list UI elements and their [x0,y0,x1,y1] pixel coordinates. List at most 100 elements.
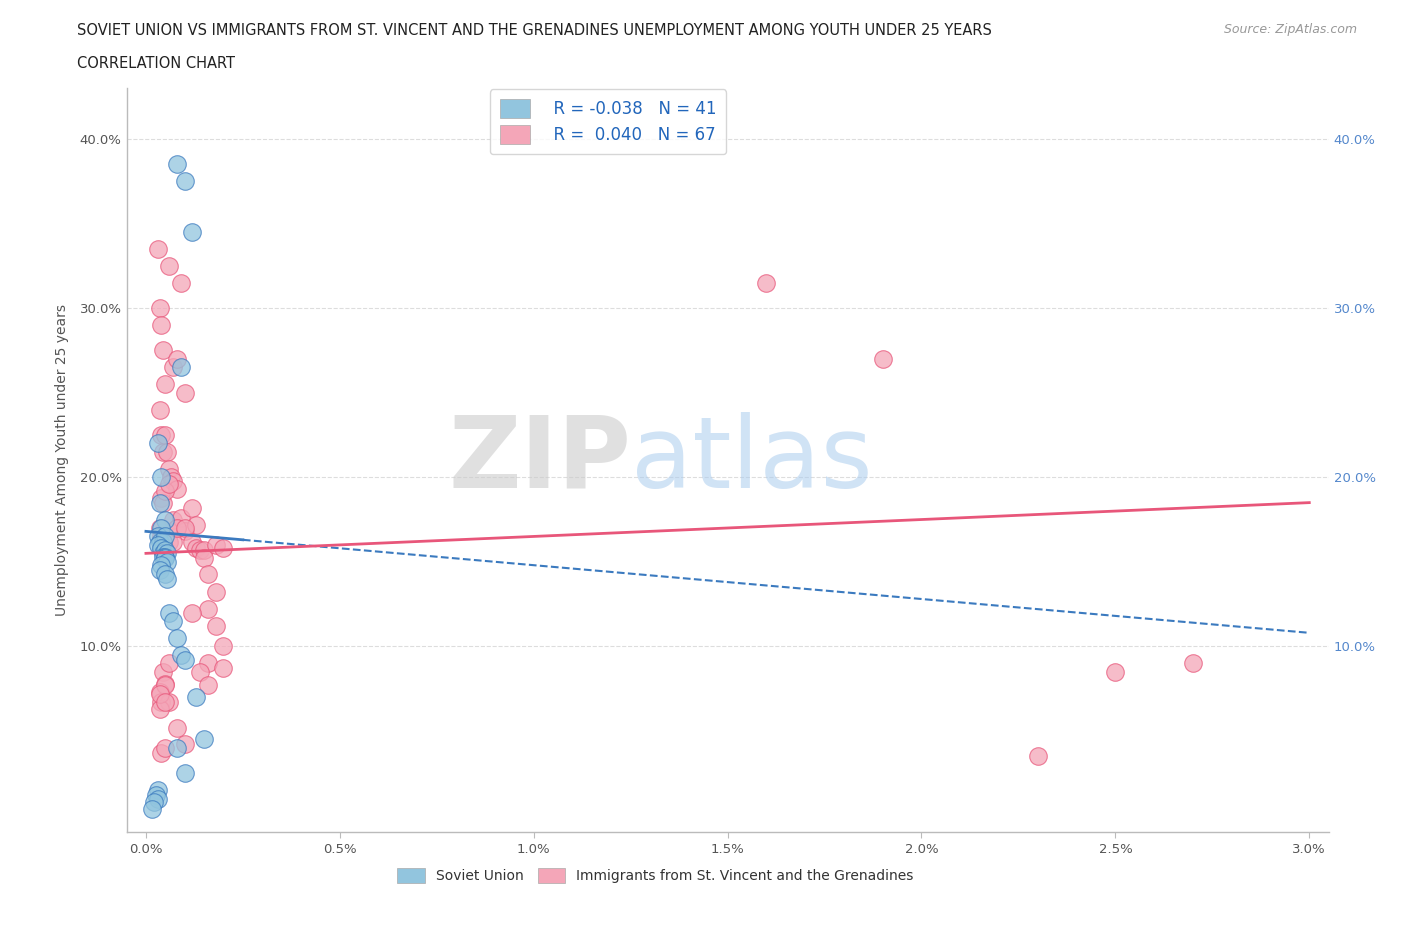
Point [148,563,170,578]
Point [152,546,174,561]
Point [155,541,177,556]
Point [150,428,173,443]
Point [166,720,188,735]
Point [173,385,195,400]
Point [170,360,193,375]
Text: CORRELATION CHART: CORRELATION CHART [77,56,235,71]
Point [166,521,188,536]
Point [146,791,169,806]
Point [155,566,177,581]
Point [148,534,170,549]
Point [155,676,177,691]
Point [1104,664,1126,679]
Point [173,174,195,189]
Point [157,461,180,476]
Text: Source: ZipAtlas.com: Source: ZipAtlas.com [1223,23,1357,36]
Point [204,538,226,552]
Point [150,521,173,536]
Point [166,352,188,366]
Point [156,546,179,561]
Point [173,737,195,751]
Point [155,484,177,498]
Point [152,445,174,459]
Point [188,664,211,679]
Point [146,436,169,451]
Point [152,495,174,510]
Point [150,695,173,710]
Y-axis label: Unemployment Among Youth under 25 years: Unemployment Among Youth under 25 years [55,304,69,617]
Point [150,529,173,544]
Point [186,541,208,556]
Point [155,550,177,565]
Point [166,631,188,645]
Point [197,656,219,671]
Point [155,377,177,392]
Point [1026,749,1049,764]
Point [212,661,235,676]
Point [173,521,195,536]
Point [173,653,195,668]
Point [150,541,173,556]
Point [152,343,174,358]
Point [193,551,215,565]
Point [162,360,184,375]
Point [181,500,204,515]
Point [162,473,184,488]
Point [150,470,173,485]
Point [155,428,177,443]
Point [152,550,174,565]
Point [212,639,235,654]
Point [142,794,165,809]
Text: SOVIET UNION VS IMMIGRANTS FROM ST. VINCENT AND THE GRENADINES UNEMPLOYMENT AMON: SOVIET UNION VS IMMIGRANTS FROM ST. VINC… [77,23,993,38]
Point [162,534,184,549]
Point [155,512,177,527]
Point [197,678,219,693]
Point [148,686,170,701]
Point [162,614,184,629]
Point [156,571,179,586]
Point [193,542,215,557]
Point [197,566,219,581]
Point [186,690,208,705]
Point [156,445,179,459]
Point [146,242,169,257]
Point [148,402,170,417]
Point [155,678,177,693]
Point [146,783,169,798]
Point [150,490,173,505]
Point [170,275,193,290]
Text: atlas: atlas [631,412,873,509]
Point [152,664,174,679]
Point [1181,656,1204,671]
Point [148,684,170,699]
Point [166,740,188,755]
Point [148,701,170,716]
Point [166,482,188,497]
Point [152,534,174,549]
Text: ZIP: ZIP [449,412,631,509]
Point [148,300,170,315]
Point [148,521,170,536]
Point [872,352,894,366]
Point [150,746,173,761]
Point [156,554,179,569]
Point [170,647,193,662]
Point [155,695,177,710]
Point [173,765,195,780]
Point [186,517,208,532]
Point [170,511,193,525]
Point [155,529,177,544]
Point [188,542,211,557]
Point [157,695,180,710]
Point [146,529,169,544]
Point [181,534,204,549]
Point [160,470,183,485]
Point [141,802,163,817]
Point [162,512,184,527]
Point [155,542,177,557]
Point [173,524,195,538]
Point [145,788,167,803]
Point [148,495,170,510]
Point [181,225,204,240]
Point [212,541,235,556]
